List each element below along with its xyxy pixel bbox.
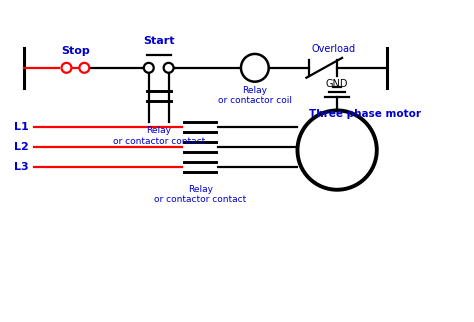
Text: L1: L1 bbox=[14, 122, 29, 132]
Text: Three phase motor: Three phase motor bbox=[309, 109, 421, 119]
Text: L2: L2 bbox=[14, 142, 29, 152]
Text: Relay
or contactor contact: Relay or contactor contact bbox=[154, 185, 246, 204]
Text: L3: L3 bbox=[14, 162, 28, 172]
Circle shape bbox=[241, 54, 269, 82]
Circle shape bbox=[164, 63, 173, 73]
Text: Stop: Stop bbox=[61, 46, 90, 56]
Circle shape bbox=[298, 110, 377, 190]
Circle shape bbox=[62, 63, 72, 73]
Text: Relay
or contactor coil: Relay or contactor coil bbox=[218, 86, 292, 105]
Circle shape bbox=[79, 63, 89, 73]
Circle shape bbox=[144, 63, 154, 73]
Text: Relay
or contactor contact: Relay or contactor contact bbox=[112, 126, 205, 146]
Text: Start: Start bbox=[143, 36, 174, 46]
Text: Overload: Overload bbox=[311, 44, 355, 54]
Text: GND: GND bbox=[326, 79, 348, 89]
